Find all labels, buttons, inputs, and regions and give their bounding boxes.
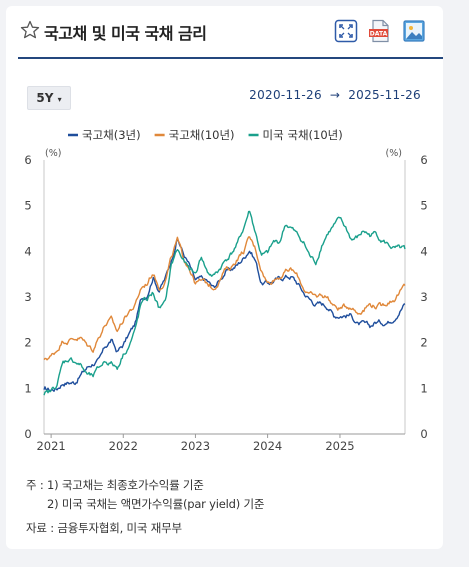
date-end: 2025-11-26 (348, 88, 421, 102)
series-line (43, 210, 406, 396)
date-range: 2020-11-26 → 2025-11-26 (249, 88, 421, 102)
fullscreen-icon[interactable] (334, 19, 358, 43)
chevron-down-icon: ▾ (57, 95, 62, 104)
image-download-icon[interactable] (402, 19, 426, 43)
y-tick-label-right: 0 (420, 427, 427, 441)
arrow-icon: → (329, 88, 341, 102)
data-icon-label: DATA (370, 30, 388, 37)
series-line (43, 236, 406, 361)
y-tick-label-right: 3 (420, 290, 427, 304)
x-tick-label: 2025 (325, 439, 354, 453)
legend-label: 국고채(3년) (82, 128, 141, 142)
legend-label: 국고채(10년) (169, 128, 235, 142)
y-tick-label-right: 4 (420, 244, 427, 258)
y-tick-label-left: 1 (24, 381, 31, 395)
data-download-icon[interactable]: DATA (368, 19, 392, 43)
y-tick-label-left: 0 (24, 427, 31, 441)
star-outline-icon[interactable] (20, 20, 40, 40)
y-unit-right: (%) (386, 148, 402, 159)
x-tick-label: 2024 (253, 439, 282, 453)
y-tick-label-right: 6 (420, 153, 427, 167)
series-line (43, 237, 406, 392)
x-tick-label: 2021 (36, 439, 65, 453)
y-tick-label-left: 4 (24, 244, 31, 258)
y-tick-label-left: 3 (24, 290, 31, 304)
note-1: 주 : 1) 국고채는 최종호가수익률 기준 (26, 478, 204, 492)
note-2: 2) 미국 국채는 액면가수익률(par yield) 기준 (47, 497, 265, 511)
period-label: 5Y (36, 91, 54, 105)
y-tick-label-left: 6 (24, 153, 31, 167)
header-divider (18, 57, 443, 59)
y-tick-label-right: 2 (420, 336, 427, 350)
period-selector[interactable]: 5Y ▾ (27, 86, 71, 110)
y-tick-label-right: 1 (420, 381, 427, 395)
source-note: 자료 : 금융투자협회, 미국 재무부 (26, 521, 182, 535)
x-tick-label: 2022 (109, 439, 138, 453)
y-tick-label-left: 5 (24, 199, 31, 213)
chart-card: 국고채 및 미국 국채 금리 DATA 5Y ▾ 2020-11-26 → 2025… (6, 6, 443, 549)
y-tick-label-left: 2 (24, 336, 31, 350)
x-tick-label: 2023 (181, 439, 210, 453)
footnotes: 주 : 1) 국고채는 최종호가수익률 기준 2) 미국 국채는 액면가수익률(… (26, 476, 264, 538)
y-tick-label-right: 5 (420, 199, 427, 213)
rate-line-chart: 국고채(3년) 국고채(10년) 미국 국채(10년) (%) (%) 0 0 1 1 2 2 3 3 4… (24, 128, 427, 453)
date-start: 2020-11-26 (249, 88, 322, 102)
page-title: 국고채 및 미국 국채 금리 (44, 24, 207, 43)
y-unit-left: (%) (45, 148, 61, 159)
card-header: 국고채 및 미국 국채 금리 DATA (6, 6, 443, 58)
legend-label: 미국 국채(10년) (263, 128, 343, 142)
